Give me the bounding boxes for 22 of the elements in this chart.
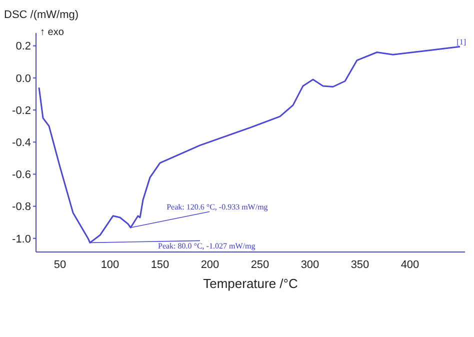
y-tick-label: -0.2	[12, 104, 31, 117]
x-tick-label: 250	[250, 258, 270, 271]
y-tick-label: 0.2	[16, 40, 31, 53]
annotation: ↑ exo	[40, 27, 64, 38]
x-tick-label: 400	[400, 258, 420, 271]
y-tick-label: -0.4	[12, 137, 31, 150]
x-tick-label: 350	[350, 258, 370, 271]
x-axis-title: Temperature /°C	[203, 276, 298, 291]
y-tick-label: 0.0	[16, 72, 31, 85]
annotation: Peak: 120.6 °C, -0.933 mW/mg	[166, 202, 268, 212]
y-axis-title: DSC /(mW/mg)	[4, 9, 79, 21]
x-tick-label: 50	[54, 258, 66, 271]
x-tick-label: 100	[100, 258, 120, 271]
annotation: [1]	[456, 38, 466, 47]
x-tick-label: 300	[300, 258, 320, 271]
line-series	[38, 46, 461, 244]
y-tick-label: -0.6	[12, 169, 31, 182]
y-tick-label: -1.0	[12, 233, 31, 246]
x-tick-label: 200	[200, 258, 220, 271]
x-tick-label: 150	[150, 258, 170, 271]
y-tick-label: -0.8	[12, 201, 31, 214]
annotation: Peak: 80.0 °C, -1.027 mW/mg	[158, 242, 256, 251]
